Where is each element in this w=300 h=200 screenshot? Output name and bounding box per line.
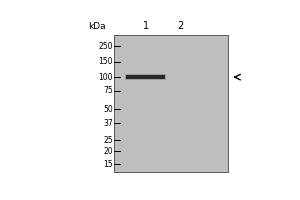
Bar — [114, 35, 228, 172]
Bar — [125, 74, 166, 80]
Text: 15: 15 — [103, 160, 113, 169]
Text: 100: 100 — [99, 73, 113, 82]
Text: 50: 50 — [103, 105, 113, 114]
Text: 2: 2 — [177, 21, 184, 31]
Text: kDa: kDa — [88, 22, 106, 31]
Text: 150: 150 — [99, 57, 113, 66]
Text: 37: 37 — [103, 119, 113, 128]
Text: 75: 75 — [103, 86, 113, 95]
Text: 1: 1 — [142, 21, 149, 31]
Bar — [126, 75, 165, 79]
Text: 20: 20 — [103, 147, 113, 156]
Text: 25: 25 — [103, 136, 113, 145]
Text: 250: 250 — [99, 42, 113, 51]
